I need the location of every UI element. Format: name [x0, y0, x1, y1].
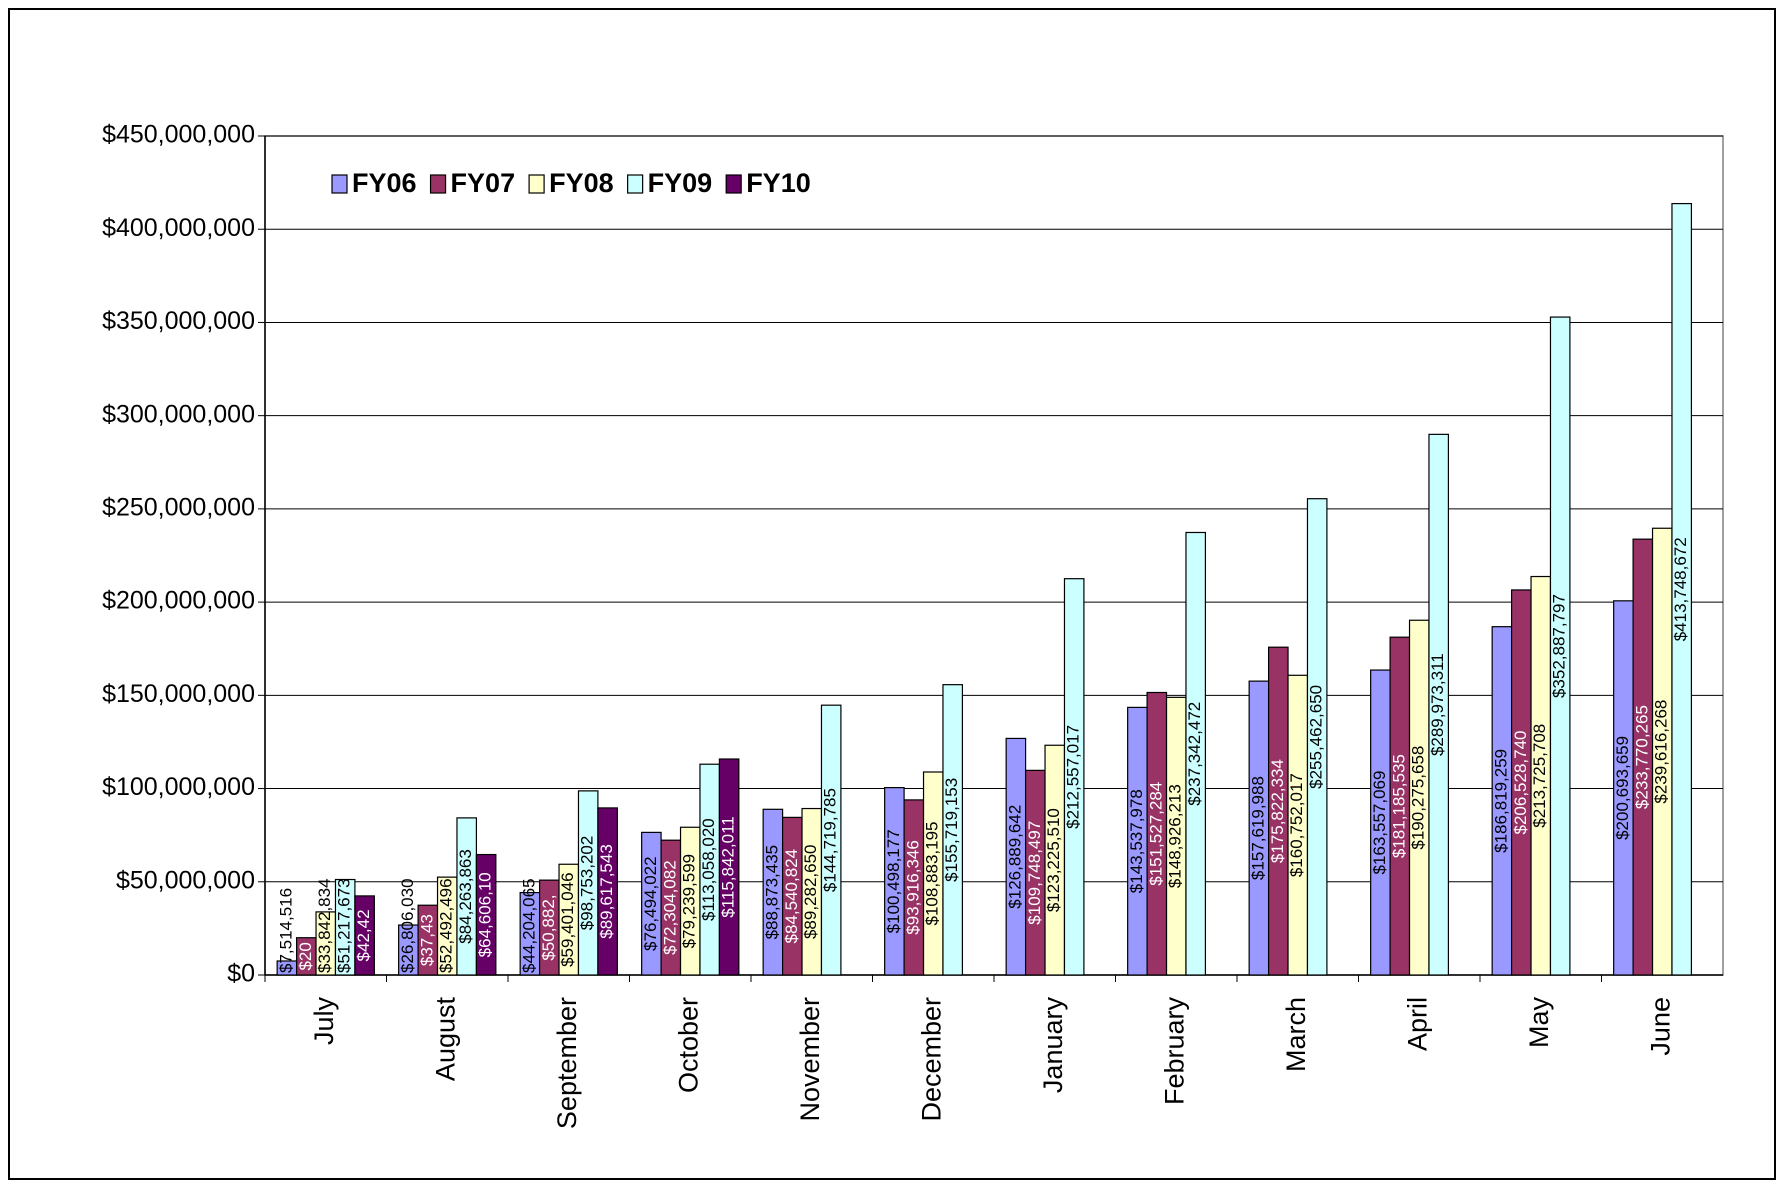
x-tick-label: March	[1281, 997, 1311, 1072]
bar	[1306, 498, 1328, 976]
data-label: $255,462,650	[1307, 685, 1326, 789]
data-label: $186,819,259	[1491, 749, 1510, 853]
data-label: $79,239,599	[680, 854, 699, 949]
y-tick-label: $300,000,000	[102, 400, 255, 428]
data-label: $200,693,659	[1613, 736, 1632, 840]
y-tick-label: $150,000,000	[102, 680, 255, 708]
bar	[597, 807, 618, 976]
x-tick-label: December	[916, 997, 946, 1122]
data-label: $123,225,510	[1044, 808, 1063, 912]
data-label: $89,617,543	[597, 844, 616, 939]
legend-label: FY08	[549, 168, 614, 198]
bar	[354, 895, 375, 976]
data-label: $113,058,020	[699, 818, 718, 921]
data-label: $143,537,978	[1127, 789, 1146, 893]
data-label: $100,498,177	[884, 829, 903, 933]
data-label: $33,842,834	[315, 878, 334, 973]
bar	[1185, 531, 1207, 976]
data-label: $26,806,030	[398, 878, 417, 973]
legend-swatch	[627, 174, 644, 194]
data-label: $64,606,10	[476, 872, 495, 957]
y-tick-label: $450,000,000	[102, 121, 255, 149]
data-label: $233,770,265	[1632, 705, 1651, 809]
legend-label: FY07	[451, 168, 516, 198]
x-tick-label: September	[552, 997, 582, 1129]
data-label: $7,514,516	[276, 888, 295, 973]
x-tick-label: April	[1402, 997, 1432, 1051]
data-label: $413,748,672	[1671, 537, 1690, 641]
x-tick-label: November	[795, 997, 825, 1122]
x-tick-label: June	[1645, 997, 1675, 1056]
legend-swatch	[528, 174, 545, 194]
y-tick-label: $0	[227, 960, 255, 988]
legend-label: FY09	[648, 168, 713, 198]
data-label: $352,887,797	[1550, 594, 1569, 698]
y-tick-label: $200,000,000	[102, 587, 255, 615]
data-label: $51,217,673	[335, 878, 354, 973]
data-label: $84,540,824	[782, 849, 801, 944]
data-label: $37,43	[417, 914, 436, 966]
bar	[942, 684, 964, 976]
plot-area	[264, 135, 1724, 976]
data-label: $289,973,311	[1428, 653, 1447, 756]
y-tick-label: $250,000,000	[102, 493, 255, 521]
bar	[1671, 202, 1693, 976]
x-tick-label: May	[1524, 997, 1554, 1049]
legend-swatch	[331, 174, 348, 194]
data-label: $157,619,988	[1248, 776, 1267, 880]
data-label: $108,883,195	[923, 821, 942, 925]
data-label: $76,494,022	[641, 856, 660, 951]
data-label: $98,753,202	[578, 836, 597, 931]
data-label: $89,282,650	[801, 844, 820, 939]
data-label: $237,342,472	[1185, 702, 1204, 806]
legend-label: FY06	[352, 168, 417, 198]
legend-swatch	[429, 174, 447, 194]
data-label: $88,873,435	[762, 845, 781, 940]
x-tick-label: August	[430, 997, 460, 1082]
data-label: $52,492,496	[437, 878, 456, 973]
data-label: $175,822,334	[1268, 759, 1287, 863]
data-label: $72,304,082	[660, 860, 679, 955]
x-tick-label: January	[1038, 997, 1068, 1094]
data-label: $181,185,535	[1389, 754, 1408, 858]
data-label: $126,889,642	[1005, 805, 1024, 909]
y-tick-label: $350,000,000	[102, 307, 255, 335]
data-label: $206,528,740	[1511, 730, 1530, 834]
data-label: $44,204,065	[519, 878, 538, 973]
bar	[475, 853, 497, 976]
y-tick-label: $400,000,000	[102, 214, 255, 242]
bar	[820, 704, 842, 976]
data-label: $84,263,863	[456, 849, 475, 944]
data-label: $42,42	[354, 909, 373, 961]
x-tick-label: February	[1159, 997, 1189, 1106]
y-tick-label: $100,000,000	[102, 773, 255, 801]
legend-label: FY10	[746, 168, 811, 198]
data-label: $190,275,658	[1409, 746, 1428, 850]
legend-swatch	[725, 174, 742, 194]
x-tick-label: July	[309, 997, 339, 1046]
data-label: $144,719,785	[821, 788, 840, 892]
bar	[718, 758, 740, 976]
data-label: $50,882,	[539, 894, 558, 960]
bar	[1428, 433, 1450, 976]
data-label: $109,748,497	[1025, 821, 1044, 925]
data-label: $93,916,346	[903, 840, 922, 935]
data-label: $151,527,284	[1146, 782, 1165, 886]
bar	[1549, 316, 1571, 976]
y-tick-label: $50,000,000	[116, 866, 255, 894]
bar	[1063, 578, 1085, 976]
data-label: $148,926,213	[1166, 784, 1185, 888]
data-label: $213,725,708	[1530, 724, 1549, 828]
data-label: $155,719,153	[942, 778, 961, 882]
data-label: $20	[296, 942, 315, 970]
data-label: $160,752,017	[1287, 773, 1306, 877]
data-label: $239,616,268	[1652, 700, 1671, 804]
data-label: $115,842,011	[719, 816, 738, 917]
data-label: $212,557,017	[1064, 725, 1083, 829]
data-label: $59,401,046	[558, 872, 577, 967]
data-label: $163,557,069	[1370, 771, 1389, 875]
x-tick-label: October	[673, 997, 703, 1093]
